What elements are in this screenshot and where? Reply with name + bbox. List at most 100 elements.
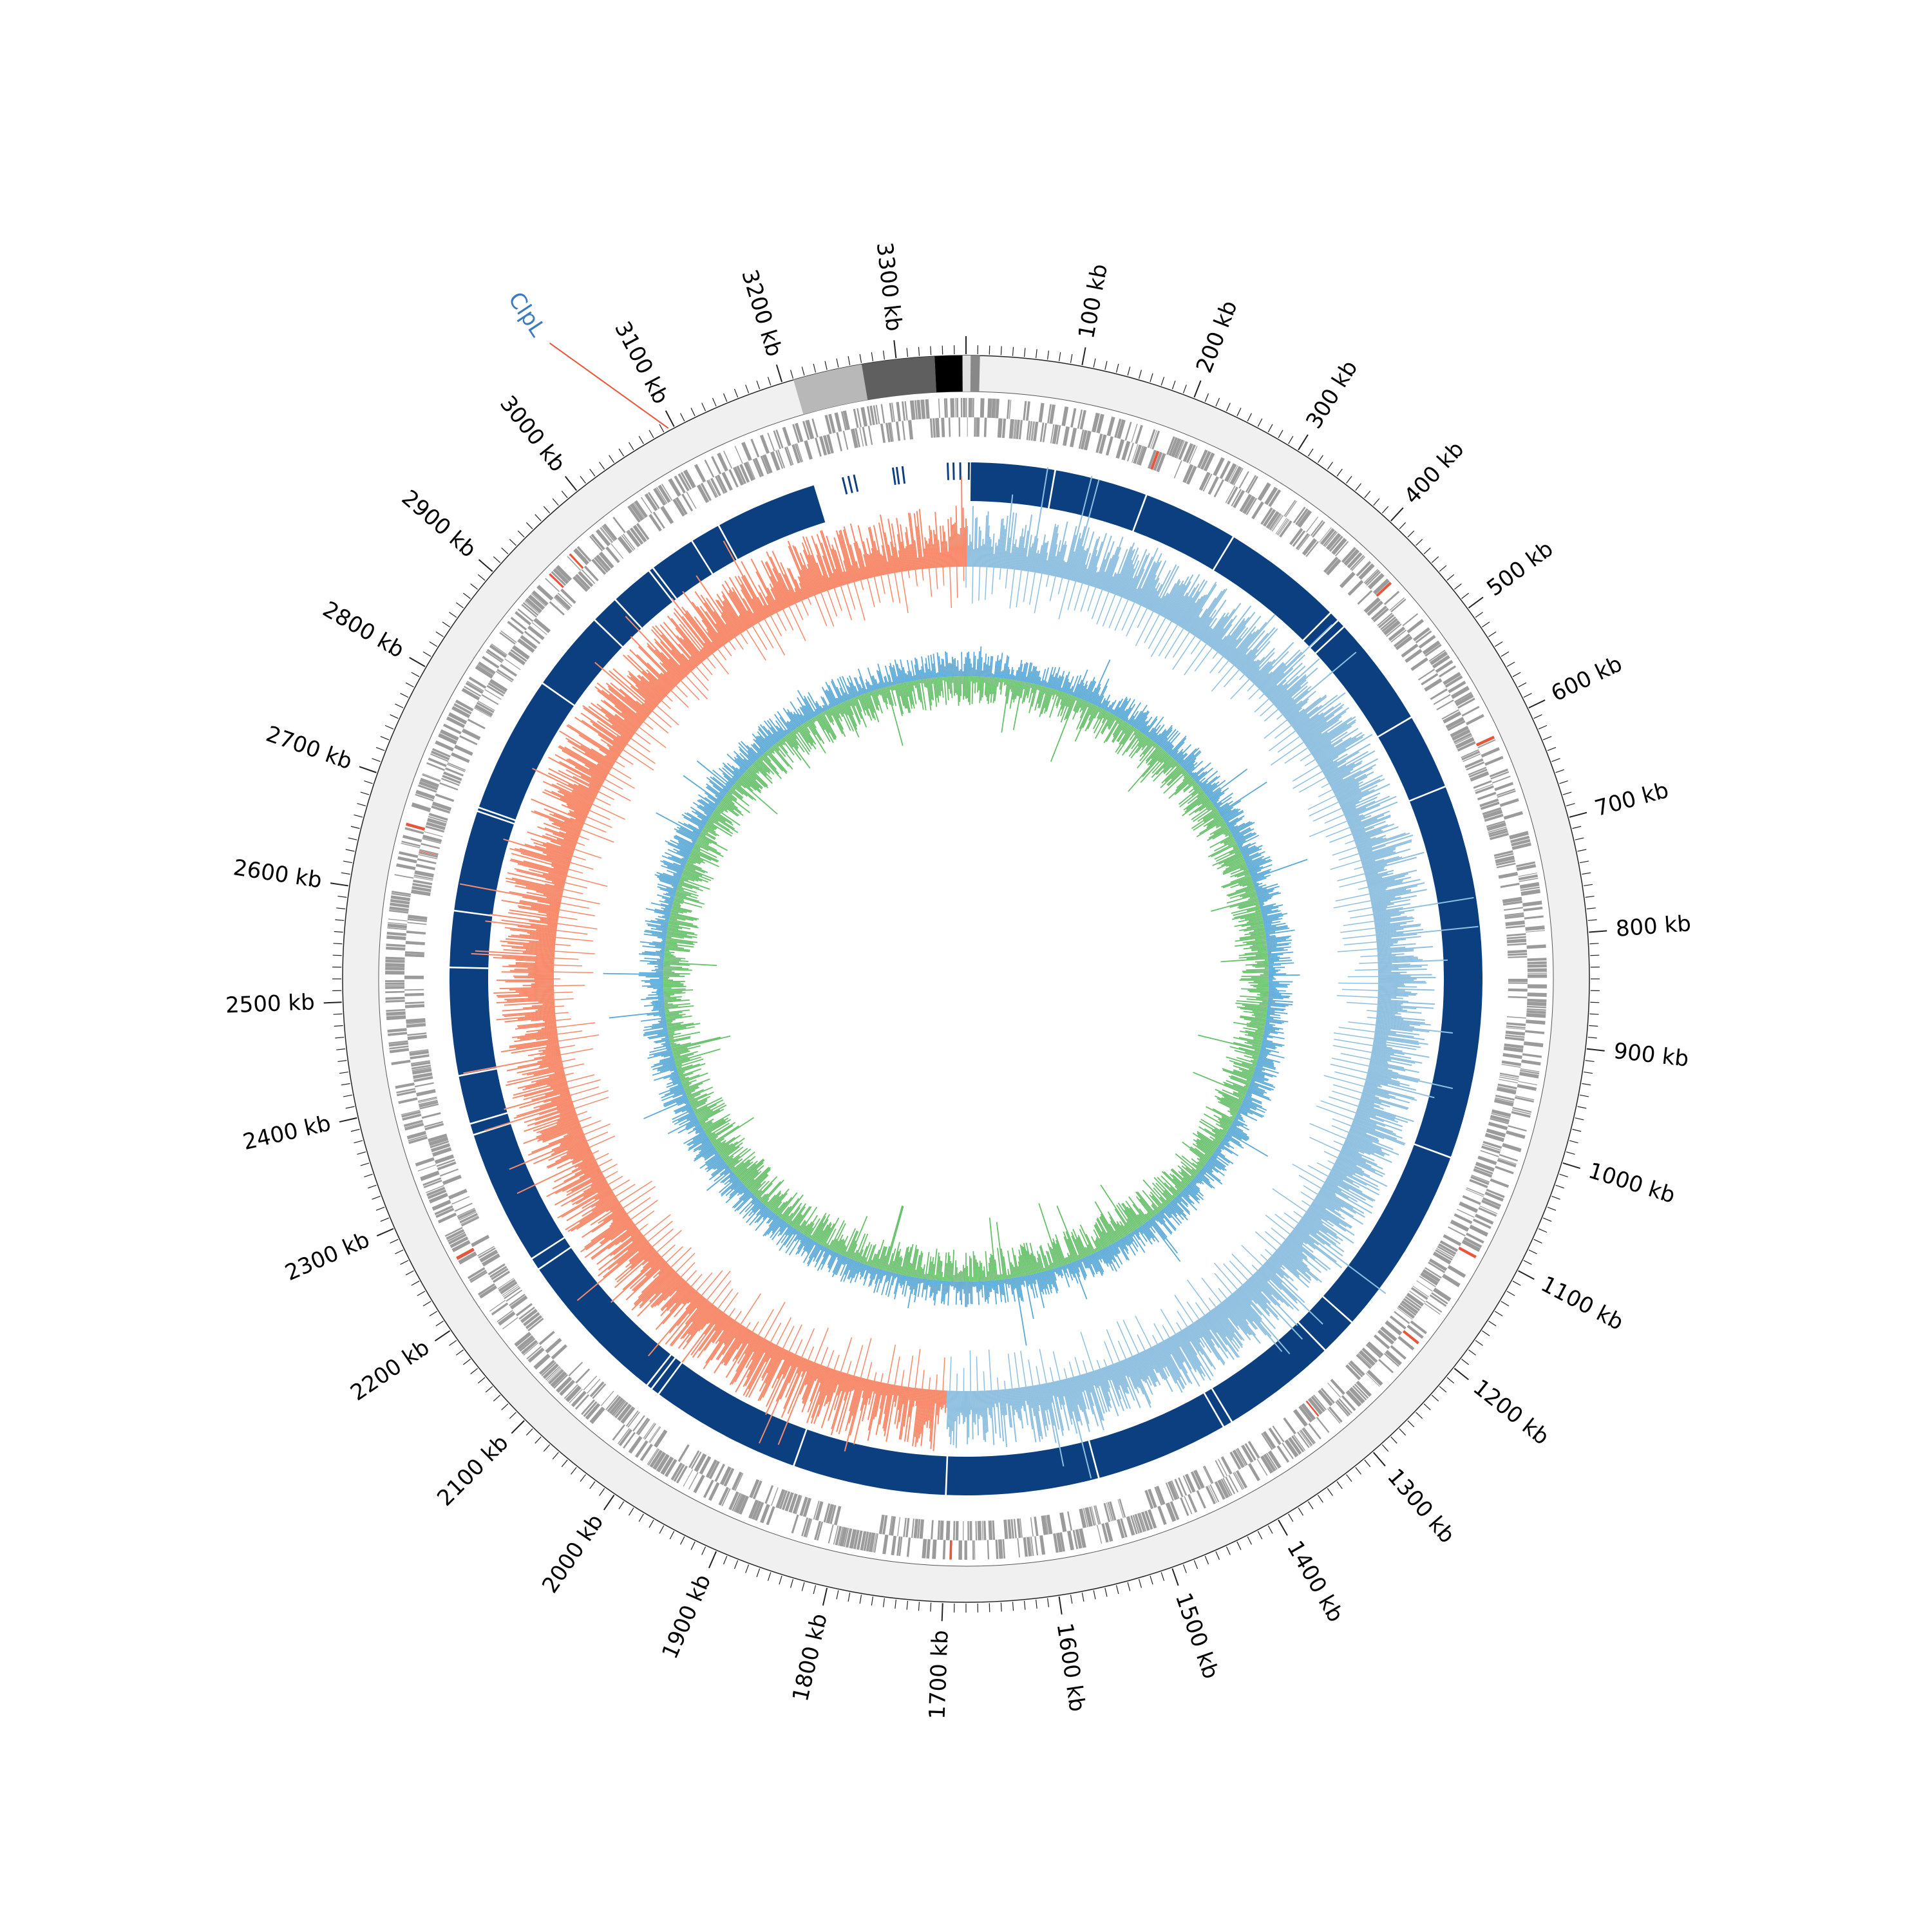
skew-bar xyxy=(772,551,797,604)
skew-bar xyxy=(1242,660,1255,674)
gene-feature xyxy=(634,1440,649,1458)
gc-bar xyxy=(1267,946,1277,949)
skew-bar xyxy=(806,564,820,594)
skew-bar-inner xyxy=(795,1339,803,1355)
skew-bar xyxy=(723,1321,739,1344)
gc-bar xyxy=(955,1281,958,1305)
skew-bar xyxy=(1150,569,1171,611)
skew-bar xyxy=(983,1390,987,1434)
gene-feature xyxy=(822,435,831,455)
gc-content-track xyxy=(603,646,1308,1346)
skew-bar xyxy=(1311,741,1332,755)
skew-bar xyxy=(507,1068,564,1083)
gene-feature xyxy=(940,1520,944,1540)
skew-bar xyxy=(611,1256,662,1303)
skew-bar xyxy=(1335,1160,1388,1188)
gene-feature xyxy=(920,399,926,419)
skew-bar xyxy=(1127,554,1148,600)
skew-bar xyxy=(554,1177,605,1206)
skew-bar xyxy=(1271,1255,1283,1266)
gene-feature xyxy=(1267,1450,1282,1469)
gene-feature xyxy=(1383,620,1401,636)
gene-feature xyxy=(434,1154,455,1164)
skew-bar xyxy=(589,768,607,779)
skew-bar xyxy=(1066,551,1075,580)
gene-feature xyxy=(1217,1479,1229,1499)
skew-bar xyxy=(1276,1248,1311,1279)
skew-bar xyxy=(681,653,696,669)
gene-feature xyxy=(1482,807,1502,815)
skew-bar-inner xyxy=(670,1247,692,1267)
skew-bar xyxy=(699,650,707,659)
skew-bar xyxy=(1235,649,1253,668)
skew-bar xyxy=(801,1364,821,1413)
skew-bar xyxy=(551,1135,585,1151)
gene-feature xyxy=(489,679,508,693)
skew-bar xyxy=(985,1390,989,1432)
gene-feature xyxy=(623,1432,636,1449)
skew-bar-inner xyxy=(656,705,679,726)
skew-bar xyxy=(566,1191,614,1222)
gene-feature xyxy=(1251,501,1264,520)
skew-bar xyxy=(897,1385,901,1396)
skew-bar xyxy=(1378,992,1417,995)
skew-bar xyxy=(1298,1221,1331,1246)
skew-bar xyxy=(1128,553,1150,601)
gene-feature xyxy=(556,1376,573,1393)
skew-bar xyxy=(694,591,730,642)
skew-bar xyxy=(1208,1311,1239,1352)
skew-bar xyxy=(567,1128,582,1135)
skew-bar xyxy=(1363,1086,1389,1095)
skew-bar xyxy=(578,734,618,760)
skew-bar xyxy=(1345,1138,1385,1156)
gene-feature xyxy=(1447,720,1466,732)
skew-bar xyxy=(945,541,949,567)
gc-bar xyxy=(918,1278,920,1284)
skew-bar-inner xyxy=(1318,789,1332,797)
gene-feature xyxy=(553,1374,569,1389)
gene-feature xyxy=(1187,1493,1198,1513)
skew-bar xyxy=(1199,625,1211,640)
skew-bar-inner xyxy=(746,629,766,661)
skew-bar-inner xyxy=(1176,1321,1182,1331)
gene-feature xyxy=(1499,1153,1519,1162)
gene-feature xyxy=(708,479,719,497)
skew-bar xyxy=(502,956,554,960)
gene-feature xyxy=(1385,1320,1403,1336)
skew-bar xyxy=(1012,1388,1016,1410)
skew-bar xyxy=(1084,536,1101,585)
skew-bar xyxy=(990,546,993,568)
skew-bar-inner xyxy=(1151,1334,1158,1345)
gc-bar xyxy=(979,646,982,677)
gene-feature xyxy=(397,856,417,864)
gene-feature xyxy=(1186,444,1196,464)
gene-feature xyxy=(498,1311,516,1326)
skew-bar xyxy=(590,720,627,746)
skew-bar xyxy=(1270,676,1299,702)
skew-bar xyxy=(1228,633,1253,662)
skew-bar xyxy=(1378,984,1405,987)
skew-bar xyxy=(496,999,554,1004)
gene-feature xyxy=(581,1399,596,1416)
skew-bar xyxy=(976,548,979,567)
skew-bar-inner xyxy=(701,662,713,676)
gene-feature xyxy=(386,943,406,947)
gc-bar xyxy=(929,1279,932,1287)
gene-feature xyxy=(412,882,432,889)
coverage-gap xyxy=(649,1355,677,1392)
skew-bar xyxy=(1362,1091,1376,1097)
gene-feature xyxy=(1511,838,1531,847)
gene-feature xyxy=(533,1354,551,1370)
gc-bar xyxy=(1022,662,1028,682)
gene-feature xyxy=(1424,1303,1441,1315)
skew-bar xyxy=(1075,1376,1090,1425)
skew-bar xyxy=(1231,621,1267,665)
gene-feature xyxy=(1049,404,1056,424)
skew-bar xyxy=(649,681,667,697)
skew-bar xyxy=(1036,1385,1047,1437)
skew-bar xyxy=(880,1382,885,1396)
skew-bar xyxy=(907,513,916,570)
skew-bar xyxy=(567,1141,588,1151)
gene-feature xyxy=(981,1520,984,1540)
skew-bar xyxy=(797,576,808,599)
